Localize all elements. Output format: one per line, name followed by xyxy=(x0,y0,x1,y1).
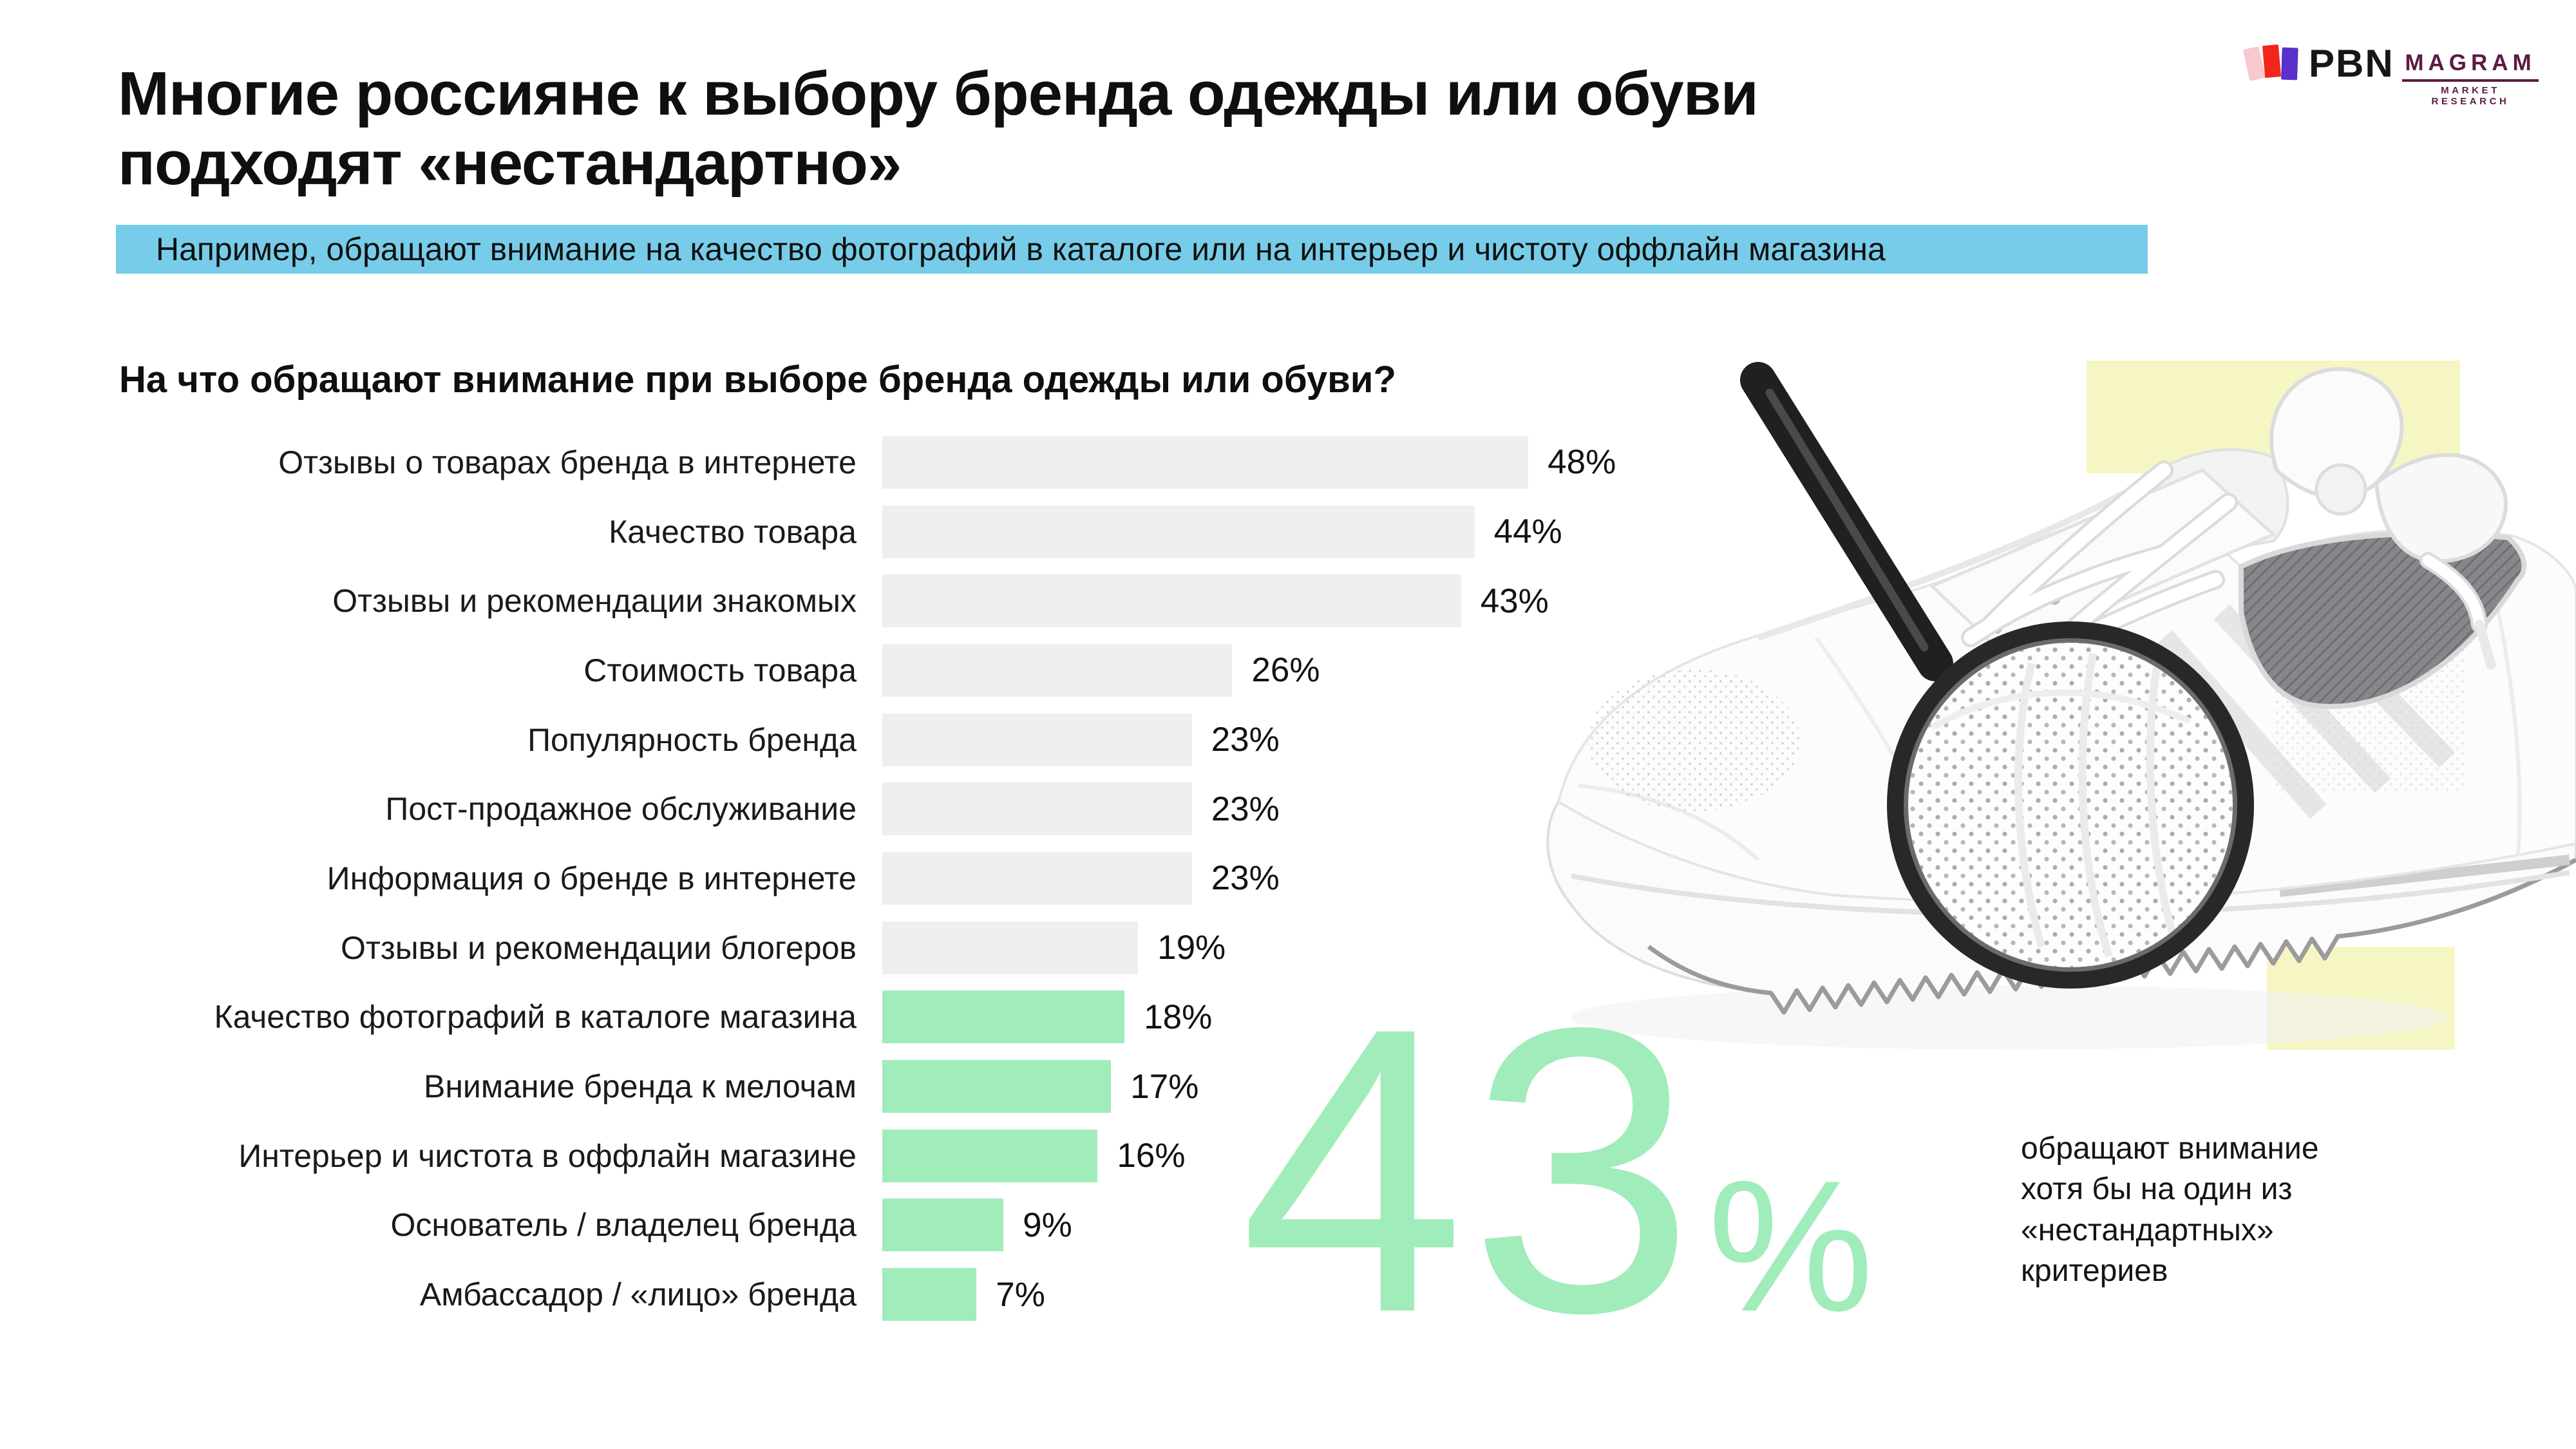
bar-row: Основатель / владелец бренда 9% xyxy=(0,1191,1771,1260)
bar-value: 19% xyxy=(1157,929,1226,967)
bar-value: 18% xyxy=(1144,998,1213,1036)
bar-value: 23% xyxy=(1211,790,1280,828)
bar xyxy=(882,851,1192,905)
bar-label: Популярность бренда xyxy=(527,721,857,758)
pbn-logo-icon xyxy=(2242,44,2300,81)
bar-value: 48% xyxy=(1548,443,1616,482)
magram-logo-text: MAGRAM xyxy=(2402,50,2539,82)
callout-percent-sign: % xyxy=(1707,1142,1874,1350)
bar xyxy=(882,990,1125,1044)
magnifier-handle-highlight xyxy=(1765,388,1929,652)
bar-row: Внимание бренда к мелочам 17% xyxy=(0,1052,1771,1121)
bar-row: Пост-продажное обслуживание 23% xyxy=(0,774,1771,844)
bar-label: Внимание бренда к мелочам xyxy=(423,1068,857,1105)
bar xyxy=(882,505,1475,558)
pbn-logo: PBN xyxy=(2242,41,2394,85)
bar-row: Отзывы и рекомендации знакомых 43% xyxy=(0,566,1771,636)
page-title: Многие россияне к выбору бренда одежды и… xyxy=(118,59,1759,198)
bar-value: 43% xyxy=(1480,582,1549,620)
laces xyxy=(1961,460,2238,686)
pbn-bar-purple xyxy=(2280,47,2298,80)
bar-value: 17% xyxy=(1130,1067,1199,1106)
bar-label: Отзывы и рекомендации блогеров xyxy=(341,929,857,966)
bar xyxy=(882,435,1529,489)
bar-row: Популярность бренда 23% xyxy=(0,705,1771,775)
sneaker-image xyxy=(1546,362,2576,1050)
bar xyxy=(882,1268,977,1321)
bar-row: Стоимость товара 26% xyxy=(0,636,1771,705)
pbn-bar-red xyxy=(2262,44,2282,78)
bar-row: Отзывы о товарах бренда в интернете 48% xyxy=(0,428,1771,497)
bar-value: 23% xyxy=(1211,859,1280,898)
bar-label: Интерьер и чистота в оффлайн магазине xyxy=(238,1137,857,1174)
bar-row: Информация о бренде в интернете 23% xyxy=(0,844,1771,913)
bar-chart-rows: Отзывы о товарах бренда в интернете 48% Ка… xyxy=(0,428,1771,1329)
toe-perforation xyxy=(1587,670,1800,811)
lace-bow xyxy=(2269,367,2508,670)
lens-inner-rim xyxy=(1903,638,2238,972)
bar-row: Интерьер и чистота в оффлайн магазине 16% xyxy=(0,1121,1771,1191)
lens-magnified-texture xyxy=(1908,643,2233,967)
magram-logo: MAGRAM MARKET RESEARCH xyxy=(2402,50,2539,107)
bar-row: Качество товара 44% xyxy=(0,497,1771,567)
magram-logo-tagline: MARKET RESEARCH xyxy=(2431,85,2510,107)
bar-value: 23% xyxy=(1211,721,1280,759)
midsole-gray-band xyxy=(2279,855,2570,897)
bar-label: Качество товара xyxy=(609,513,857,550)
callout-description: обращают внимание хотя бы на один из «не… xyxy=(2021,1132,2319,1289)
bar xyxy=(882,1060,1112,1113)
bar-label: Основатель / владелец бренда xyxy=(390,1207,857,1244)
bar xyxy=(882,1129,1098,1182)
bar-label: Стоимость товара xyxy=(583,652,857,688)
callout-value: 43 xyxy=(1240,943,1699,1397)
pbn-bar-pink xyxy=(2242,46,2266,81)
subtitle-banner: Например, обращают внимание на качество … xyxy=(116,225,2148,274)
bar xyxy=(882,921,1139,974)
pbn-logo-text: PBN xyxy=(2309,41,2394,85)
bar xyxy=(882,1198,1004,1252)
bar-value: 16% xyxy=(1117,1137,1186,1175)
bar-value: 26% xyxy=(1251,651,1320,690)
bar xyxy=(882,713,1192,766)
shoe-shadow xyxy=(1571,985,2447,1050)
bar-label: Качество фотографий в каталоге магазина xyxy=(214,999,857,1036)
bar-value: 9% xyxy=(1023,1206,1072,1244)
bar xyxy=(882,643,1233,697)
bar-label: Пост-продажное обслуживание xyxy=(385,791,857,828)
bar-value: 44% xyxy=(1493,513,1562,551)
bar-label: Отзывы о товарах бренда в интернете xyxy=(278,444,857,480)
bar-label: Амбассадор / «лицо» бренда xyxy=(419,1276,857,1313)
bar-row: Отзывы и рекомендации блогеров 19% xyxy=(0,913,1771,983)
bar xyxy=(882,574,1461,628)
bar-value: 7% xyxy=(996,1275,1045,1314)
bar-label: Отзывы и рекомендации знакомых xyxy=(332,583,857,620)
bar-row: Амбассадор / «лицо» бренда 7% xyxy=(0,1260,1771,1329)
topline-accent xyxy=(1757,489,2127,641)
bar-row: Качество фотографий в каталоге магазина 1… xyxy=(0,983,1771,1052)
lens-outer-rim xyxy=(1887,621,2254,989)
sneaker-magnifier-illustration xyxy=(1546,362,2576,1050)
callout-percentage: 43 % xyxy=(1240,967,1874,1373)
subtitle-text: Например, обращают внимание на качество … xyxy=(156,231,1886,267)
bar-label: Информация о бренде в интернете xyxy=(327,860,857,896)
chart-title: На что обращают внимание при выборе брен… xyxy=(119,359,1396,401)
bar xyxy=(882,782,1192,836)
bar-chart: Отзывы о товарах бренда в интернете 48% Ка… xyxy=(0,428,1771,1329)
magnifying-glass-icon xyxy=(1740,362,2254,989)
